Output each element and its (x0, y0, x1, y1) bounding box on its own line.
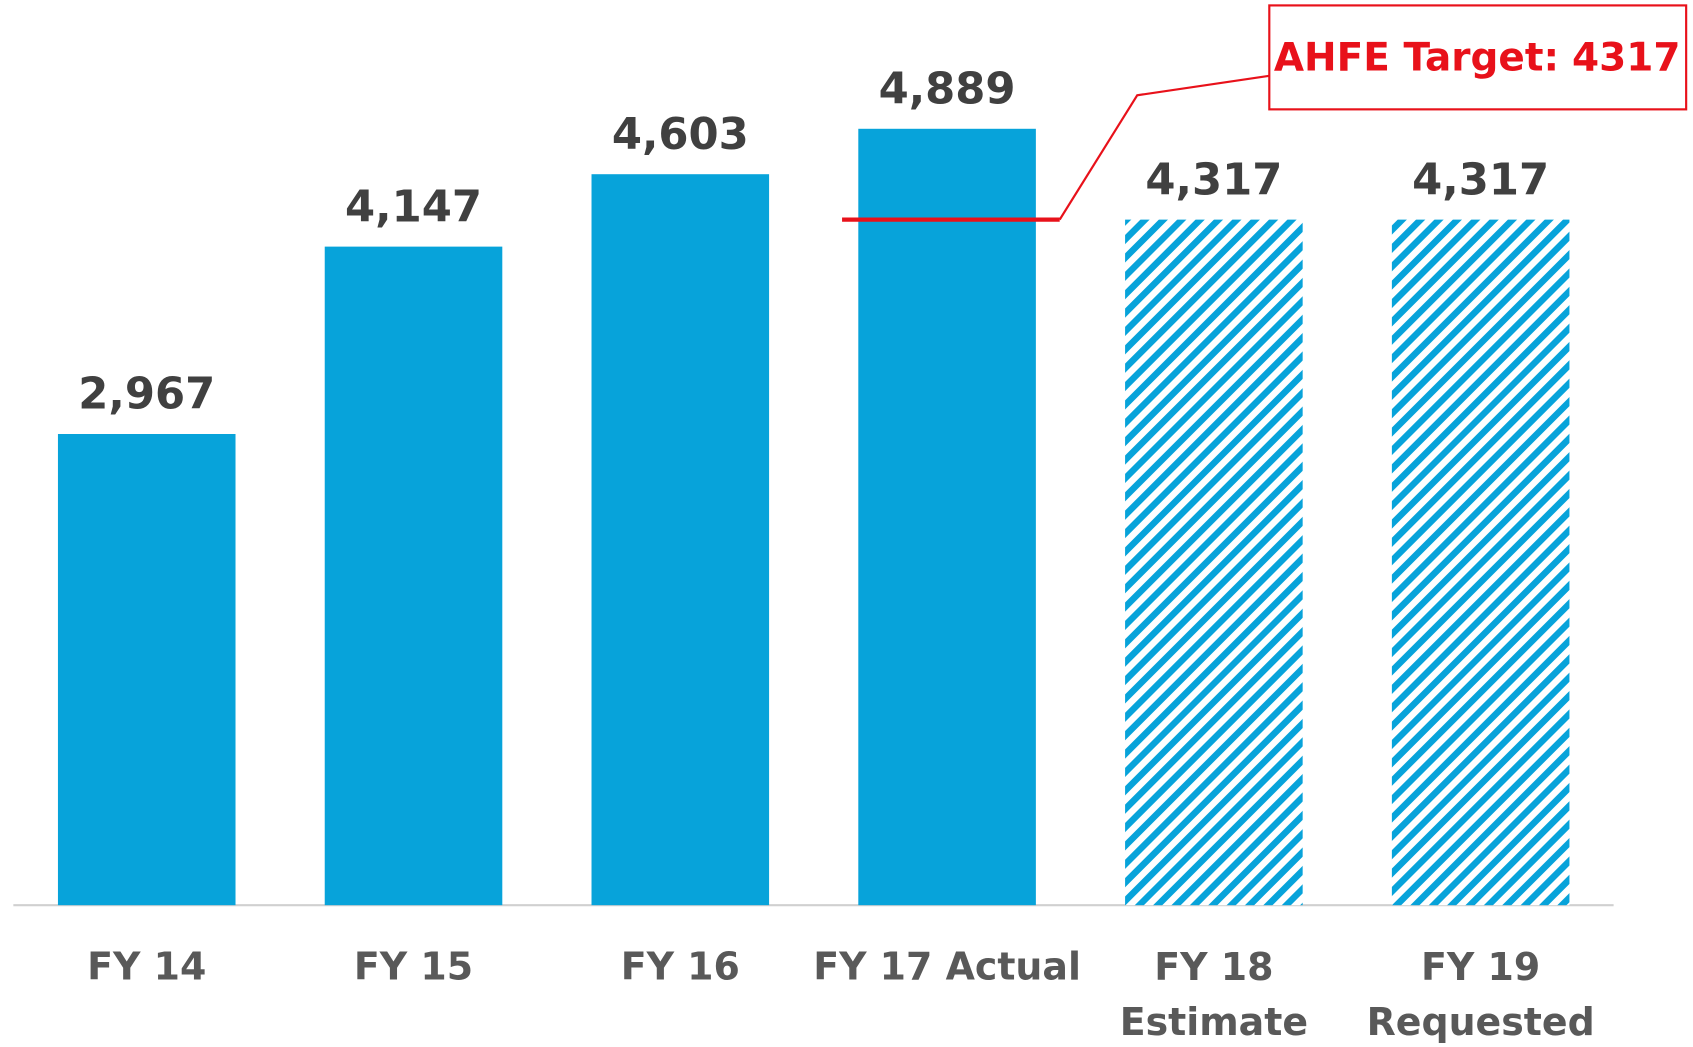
annotation-label: AHFE Target: (1274, 35, 1559, 80)
x-tick-label: FY 14 (87, 945, 206, 989)
bar (858, 128, 1036, 906)
x-tick-label: FY 17 Actual (813, 945, 1081, 989)
bar (591, 174, 770, 906)
x-tick-label: FY 19 Requested (1367, 945, 1595, 1044)
x-tick-label: FY 16 (621, 945, 740, 989)
data-label: 2,967 (78, 370, 215, 420)
leader-line (1058, 74, 1270, 221)
data-label: 4,889 (879, 64, 1016, 114)
data-label: 4,317 (1412, 155, 1549, 205)
bar (324, 246, 503, 906)
annotation-value: 4317 (1572, 35, 1680, 80)
bar (1391, 219, 1570, 906)
data-label: 4,147 (345, 182, 482, 232)
x-tick-label: FY 18 Estimate (1120, 945, 1308, 1044)
x-tick-label: FY 15 (354, 945, 473, 989)
data-label: 4,317 (1145, 155, 1282, 205)
annotation-text: AHFE Target: 4317 (1274, 35, 1681, 80)
annotation-box (1268, 4, 1688, 111)
bar (1125, 219, 1303, 906)
data-label: 4,603 (612, 110, 749, 160)
bar (57, 434, 236, 906)
